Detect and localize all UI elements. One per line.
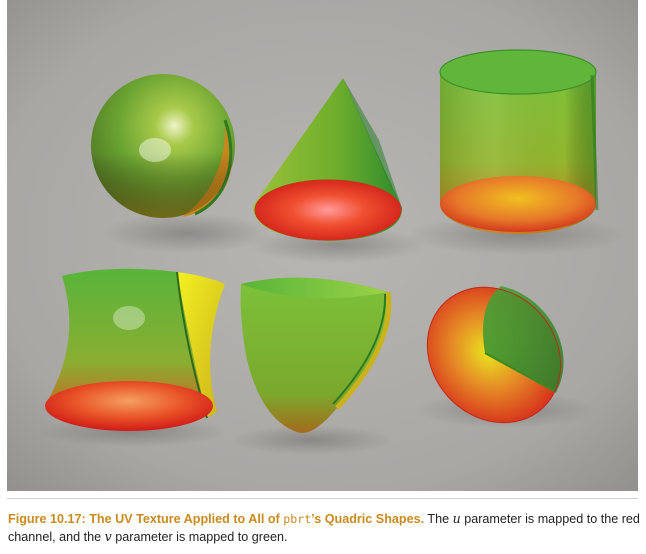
cone-shape xyxy=(253,78,402,241)
figure-title-code: pbrt xyxy=(283,512,312,526)
caption-var-u: u xyxy=(452,511,461,526)
caption-divider xyxy=(7,498,638,499)
figure-title: The UV Texture Applied to All of pbrt’s … xyxy=(89,512,425,526)
paraboloid-shape xyxy=(240,277,392,433)
figure-image xyxy=(7,0,638,491)
caption-text-2: parameter is mapped to the red channel, … xyxy=(8,512,640,544)
figure-label: Figure 10.17: xyxy=(8,512,86,526)
sphere-shape xyxy=(91,74,235,218)
figure-caption: Figure 10.17: The UV Texture Applied to … xyxy=(8,510,640,546)
hyperboloid-shape xyxy=(45,268,225,431)
caption-var-v: v xyxy=(104,529,112,544)
caption-text-1: The xyxy=(427,512,450,526)
disk-shape xyxy=(426,286,564,424)
caption-text-3: parameter is mapped to green. xyxy=(115,530,288,544)
cylinder-shape xyxy=(439,49,599,234)
